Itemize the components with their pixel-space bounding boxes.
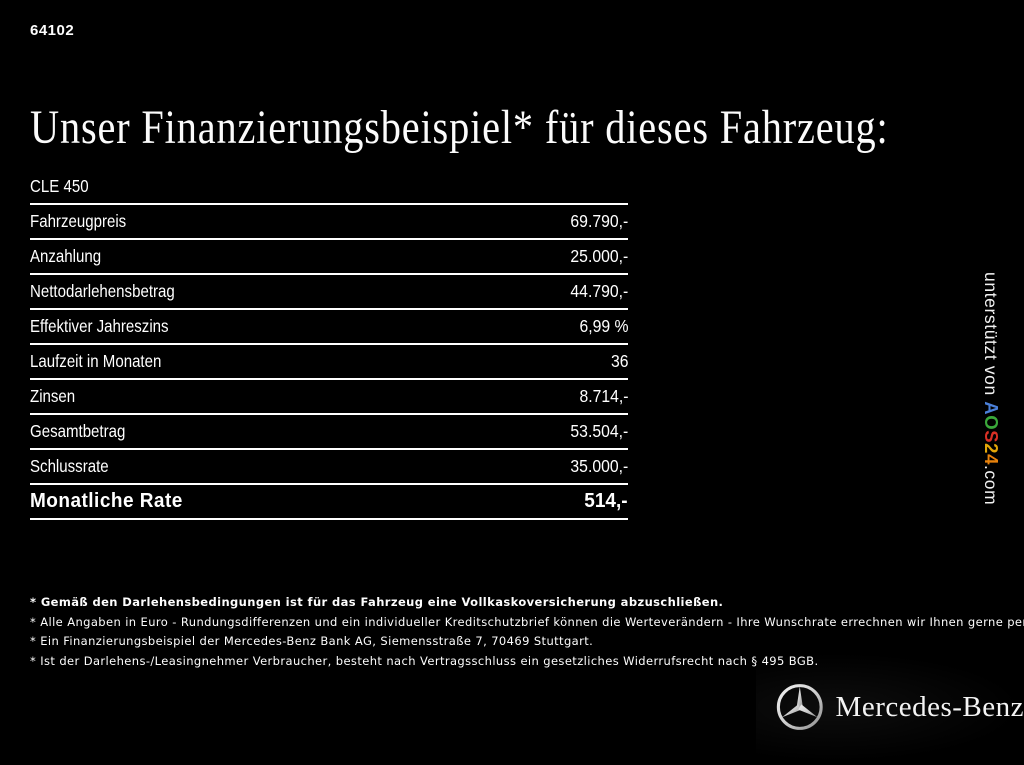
- row-value: 35.000,-: [570, 456, 628, 476]
- table-row: Gesamtbetrag 53.504,-: [30, 413, 628, 448]
- total-value: 514,-: [584, 490, 628, 512]
- row-label: Nettodarlehensbetrag: [30, 281, 175, 301]
- watermark-prefix: unterstützt von: [981, 272, 1001, 402]
- table-row: Laufzeit in Monaten 36: [30, 343, 628, 378]
- table-row: Anzahlung 25.000,-: [30, 238, 628, 273]
- footnote-line: * Ist der Darlehens-/Leasingnehmer Verbr…: [30, 653, 819, 668]
- vehicle-model: CLE 450: [30, 176, 89, 196]
- brand-letter: 2: [981, 443, 1002, 455]
- row-value: 69.790,-: [570, 211, 628, 231]
- row-value: 44.790,-: [570, 281, 628, 301]
- brand-block: Mercedes-Benz: [756, 652, 1024, 762]
- table-row: Nettodarlehensbetrag 44.790,-: [30, 273, 628, 308]
- row-value: 53.504,-: [570, 421, 628, 441]
- row-label: Effektiver Jahreszins: [30, 316, 169, 336]
- table-row: Effektiver Jahreszins 6,99 %: [30, 308, 628, 343]
- footnote-line: * Ein Finanzierungsbeispiel der Mercedes…: [30, 634, 594, 648]
- row-label: Schlussrate: [30, 456, 109, 476]
- row-value: 25.000,-: [570, 246, 628, 266]
- mercedes-star-icon: [776, 684, 823, 730]
- brand-wordmark: Mercedes-Benz: [835, 690, 1024, 723]
- footnote-line: * Gemäß den Darlehensbedingungen ist für…: [30, 595, 724, 609]
- brand-letter: S: [981, 430, 1002, 444]
- table-row: Fahrzeugpreis 69.790,-: [30, 203, 628, 238]
- row-value: 8.714,-: [578, 386, 628, 406]
- row-label: Fahrzeugpreis: [30, 211, 127, 231]
- table-total-row: Monatliche Rate 514,-: [30, 483, 628, 520]
- brand-letter: O: [981, 415, 1002, 431]
- supported-by-watermark: unterstützt von AOS24.com: [980, 272, 1002, 505]
- row-value: 36: [610, 351, 628, 371]
- row-label: Zinsen: [30, 386, 76, 406]
- table-model-row: CLE 450: [30, 170, 628, 203]
- table-row: Zinsen 8.714,-: [30, 378, 628, 413]
- row-label: Gesamtbetrag: [30, 421, 126, 441]
- total-label: Monatliche Rate: [30, 490, 183, 512]
- page-title: Unser Finanzierungsbeispiel* für dieses …: [30, 101, 889, 155]
- watermark-suffix: .com: [981, 464, 1001, 506]
- row-label: Anzahlung: [30, 246, 102, 266]
- brand-letter: 4: [981, 454, 1002, 465]
- row-label: Laufzeit in Monaten: [30, 351, 162, 371]
- footnote-line: * Alle Angaben in Euro - Rundungsdiffere…: [30, 614, 1024, 629]
- footnotes: * Gemäß den Darlehensbedingungen ist für…: [30, 595, 1024, 674]
- financing-table: CLE 450 Fahrzeugpreis 69.790,- Anzahlung…: [30, 170, 628, 520]
- row-value: 6,99 %: [578, 316, 628, 336]
- table-row: Schlussrate 35.000,-: [30, 448, 628, 483]
- page-id: 64102: [30, 22, 75, 39]
- brand-letter: A: [981, 401, 1002, 416]
